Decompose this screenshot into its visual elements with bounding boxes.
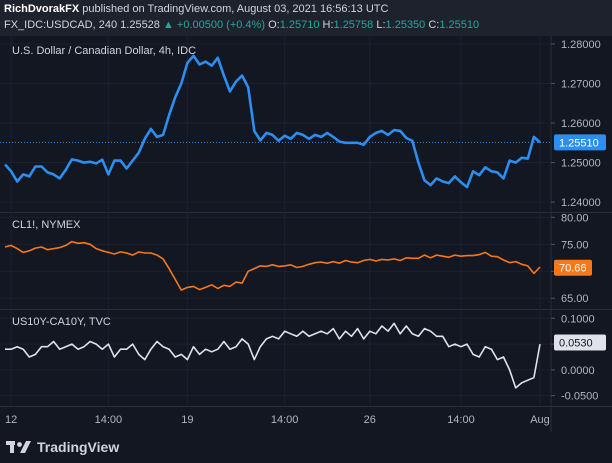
- x-axis-tick-label: 12: [5, 414, 17, 426]
- x-axis-tick-label: 19: [181, 414, 193, 426]
- symbol-label[interactable]: FX_IDC:USDCAD, 240: [4, 19, 118, 31]
- close-value: 1.25510: [439, 19, 480, 31]
- open-label: O:: [268, 19, 280, 31]
- tradingview-brand: TradingView: [37, 439, 120, 455]
- y-axis-tick-label: 80.00: [561, 212, 589, 224]
- last-value-badge: [554, 259, 592, 276]
- last-price: 1.25528: [120, 19, 160, 31]
- publish-line: RichDvorakFX published on TradingView.co…: [4, 3, 388, 15]
- x-axis-tick-label: 14:00: [271, 414, 299, 426]
- y-axis-tick-label: 0.1000: [561, 313, 595, 325]
- x-axis-tick-label: 14:00: [447, 414, 475, 426]
- last-value-badge: [554, 134, 606, 151]
- last-value-label: 1.25510: [559, 137, 599, 149]
- low-label: L:: [376, 19, 386, 31]
- tradingview-logo[interactable]: TradingView: [6, 439, 119, 455]
- low-value: 1.25350: [385, 19, 426, 31]
- last-value-label: 0.0530: [559, 338, 593, 350]
- y-axis-tick-label: 1.26000: [561, 118, 601, 130]
- x-axis-tick-label: Aug: [530, 414, 550, 426]
- published-text: published on TradingView.com, August 03,…: [82, 3, 389, 15]
- close-label: C:: [428, 19, 440, 31]
- usdcad-pane-title: U.S. Dollar / Canadian Dollar, 4h, IDC: [12, 45, 197, 57]
- y-axis-tick-label: 1.24000: [561, 197, 601, 209]
- crude-series-line: [4, 240, 541, 291]
- author-name[interactable]: RichDvorakFX: [4, 3, 80, 15]
- usdcad-series-line: [4, 54, 541, 189]
- y-axis-tick-label: -0.0500: [561, 391, 598, 403]
- y-axis-tick-label: 65.00: [561, 293, 589, 305]
- open-value: 1.25710: [279, 19, 320, 31]
- high-label: H:: [322, 19, 334, 31]
- high-value: 1.25758: [333, 19, 374, 31]
- y-axis-tick-label: 1.27000: [561, 78, 601, 90]
- quote-line: FX_IDC:USDCAD, 240 1.25528 ▲ +0.00500 (+…: [4, 19, 479, 31]
- chart-area[interactable]: 1.28000 1.27000 1.26000 1.25000 1.24000 1.255…: [0, 36, 612, 432]
- last-value-badge: [554, 334, 606, 351]
- crude-pane-title: CL1!, NYMEX: [12, 219, 81, 231]
- chart-header: RichDvorakFX published on TradingView.co…: [0, 0, 612, 36]
- last-value-label: 70.66: [559, 263, 587, 275]
- y-axis-tick-label: 75.00: [561, 239, 589, 251]
- y-axis-tick-label: 1.28000: [561, 39, 601, 51]
- y-axis-tick-label: 0.0000: [561, 365, 595, 377]
- tradingview-logo-icon: [6, 441, 31, 453]
- footer: [0, 432, 612, 463]
- spread-pane-title: US10Y-CA10Y, TVC: [12, 316, 111, 328]
- x-axis-tick-label: 14:00: [95, 414, 123, 426]
- y-axis-tick-label: 1.25000: [561, 158, 601, 170]
- change-value: ▲ +0.00500 (+0.4%): [162, 19, 265, 31]
- x-axis-tick-label: 26: [364, 414, 376, 426]
- spread-series-line: [5, 322, 541, 389]
